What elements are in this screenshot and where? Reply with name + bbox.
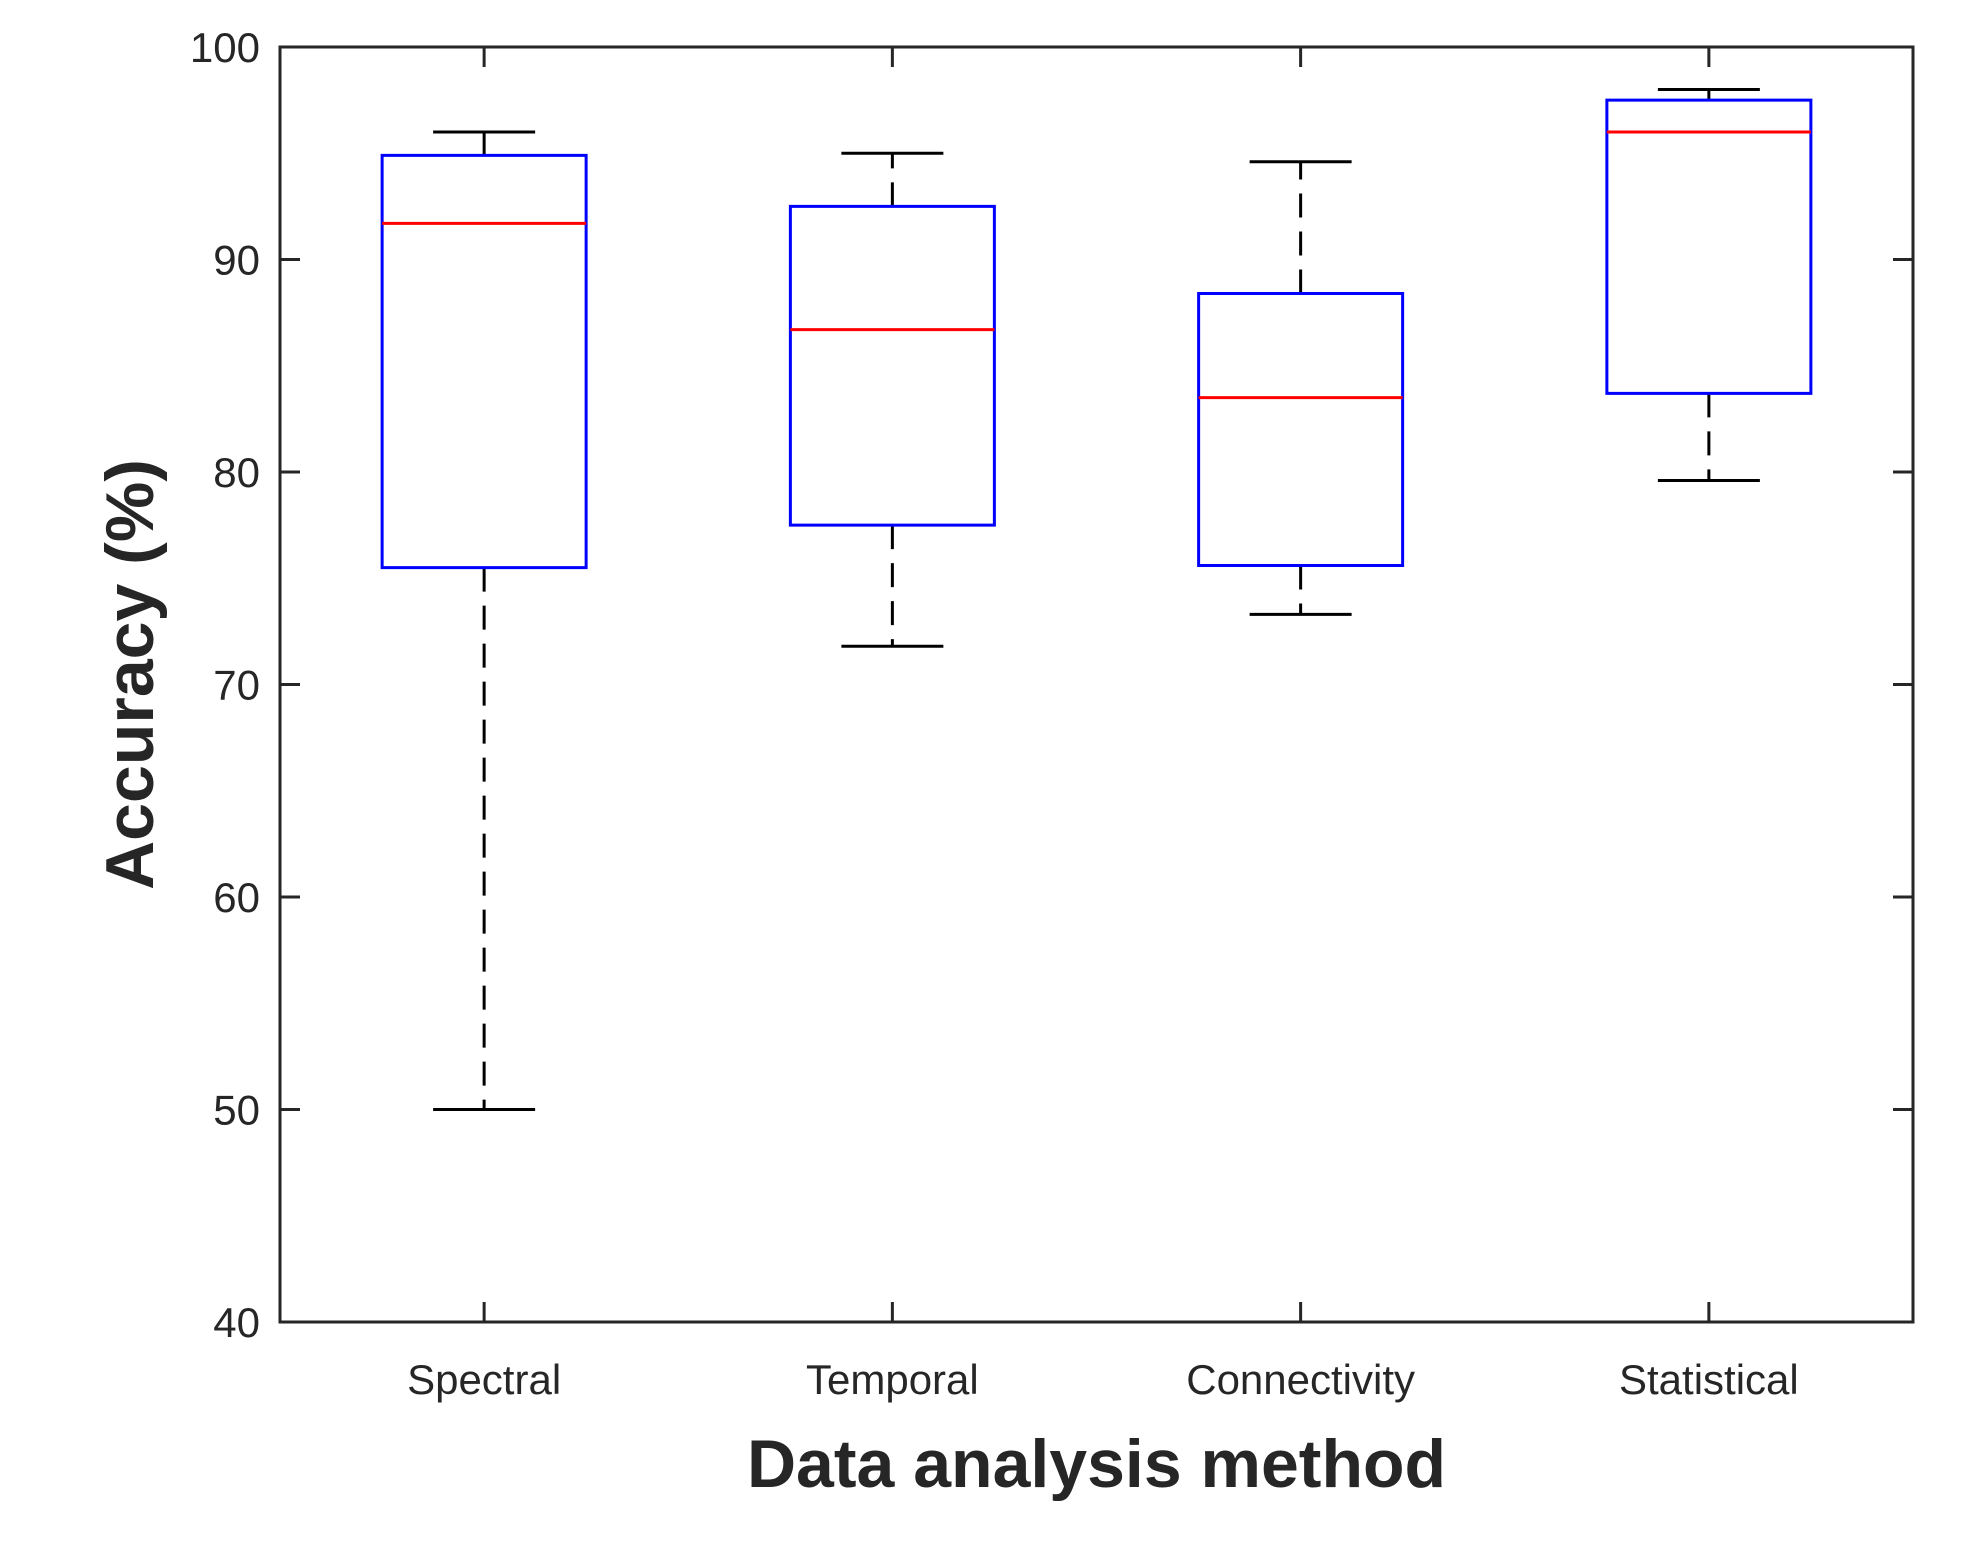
plot-area	[380, 88, 1813, 1111]
plot-frame	[278, 45, 1915, 1324]
iqr-box-temporal	[788, 204, 996, 527]
iqr-box-statistical	[1605, 98, 1813, 395]
y-tick-label: 100	[190, 24, 260, 71]
x-tick-label-connectivity: Connectivity	[1186, 1356, 1415, 1403]
x-axis-title: Data analysis method	[747, 1426, 1446, 1502]
box-group-spectral	[380, 130, 588, 1111]
x-tick-label-temporal: Temporal	[806, 1356, 979, 1403]
y-tick-label: 60	[213, 874, 260, 921]
iqr-box-connectivity	[1197, 292, 1405, 567]
y-tick-label: 70	[213, 662, 260, 709]
y-tick-label: 80	[213, 449, 260, 496]
box-group-statistical	[1605, 88, 1813, 482]
y-tick-label: 40	[213, 1299, 260, 1346]
y-tick-label: 90	[213, 237, 260, 284]
box-group-connectivity	[1197, 160, 1405, 616]
box-group-temporal	[788, 151, 996, 648]
x-tick-label-spectral: Spectral	[407, 1356, 561, 1403]
iqr-box-spectral	[380, 153, 588, 570]
axes: 40 50 60 70 80 90 100 Spectral Temporal Connectiv…	[190, 24, 1915, 1403]
y-axis-title: Accuracy (%)	[92, 459, 168, 890]
y-tick-label: 50	[213, 1087, 260, 1134]
x-tick-label-statistical: Statistical	[1619, 1356, 1799, 1403]
